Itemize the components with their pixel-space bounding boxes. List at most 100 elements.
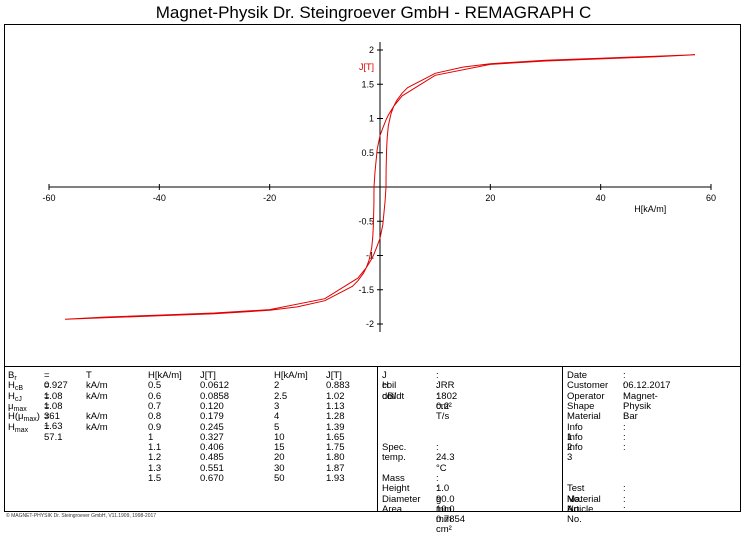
info-label: Info 3 bbox=[567, 442, 583, 464]
measurement-label: Mass bbox=[382, 473, 405, 484]
measurement-label: J coil bbox=[382, 370, 397, 392]
y-tick-label: 0.5 bbox=[361, 148, 374, 158]
table-cell-j: 1.65 bbox=[326, 431, 345, 443]
table-cell-j: 0.0612 bbox=[200, 380, 230, 392]
measurement-value: : 24.3 °C bbox=[436, 442, 455, 474]
table-cell-j: 0.551 bbox=[200, 462, 224, 474]
table-cell-h: 1.5 bbox=[148, 473, 162, 484]
info-label: Customer bbox=[567, 380, 609, 392]
table-cell-j: 0.245 bbox=[200, 421, 224, 433]
measurement-label: Spec. temp. bbox=[382, 442, 407, 464]
table-header-h: H[kA/m] bbox=[148, 370, 182, 381]
table-cell-h: 0.6 bbox=[148, 390, 162, 402]
measurement-label: Diameter bbox=[382, 493, 421, 505]
result-value: = 1.63 bbox=[44, 411, 63, 433]
measurement-value: : 0.2 T/s bbox=[436, 390, 450, 423]
info-label: Operator bbox=[567, 390, 605, 402]
info-value: : bbox=[623, 421, 626, 433]
table-cell-h: 30 bbox=[274, 462, 285, 474]
table-cell-j: 1.80 bbox=[326, 452, 345, 464]
info-value: : bbox=[623, 503, 626, 515]
y-tick-label: 2 bbox=[369, 45, 374, 55]
table-cell-j: 1.93 bbox=[326, 473, 345, 484]
result-symbol: μmax bbox=[8, 400, 27, 413]
info-label: Material bbox=[567, 411, 601, 423]
table-cell-h: 50 bbox=[274, 473, 285, 484]
info-label: Info 2 bbox=[567, 431, 583, 454]
table-cell-j: 0.179 bbox=[200, 411, 224, 423]
y-tick-label: 1 bbox=[369, 114, 374, 124]
info-value: : bbox=[623, 411, 626, 423]
table-cell-h: 1.3 bbox=[148, 462, 162, 474]
separator-info bbox=[562, 366, 563, 512]
x-tick-label: -40 bbox=[153, 193, 166, 203]
chart-frame: -60 -40 -20 20 40 60 2 1.5 1 0.5 -0.5 -1 -1.5 -2 H[kA/… bbox=[4, 24, 741, 512]
y-tick-label: -1.5 bbox=[358, 285, 374, 295]
table-cell-j: 1.02 bbox=[326, 390, 345, 402]
table-cell-j: 0.120 bbox=[200, 400, 224, 412]
info-value: : bbox=[623, 483, 626, 495]
result-value: = 57.1 bbox=[44, 421, 63, 443]
hysteresis-curve bbox=[64, 54, 696, 320]
table-header-j: J[T] bbox=[200, 370, 216, 381]
table-cell-j: 0.0858 bbox=[200, 390, 230, 402]
table-cell-h: 0.8 bbox=[148, 411, 162, 423]
table-cell-j: 1.13 bbox=[326, 400, 345, 412]
result-value: = 1.08 bbox=[44, 380, 63, 402]
x-tick-label: -20 bbox=[263, 193, 276, 203]
info-value: : Bar bbox=[623, 400, 638, 423]
x-tick-label: 60 bbox=[706, 193, 716, 203]
measurement-value: : 1802 cm² bbox=[436, 380, 458, 412]
measurement-label: Height bbox=[382, 483, 410, 495]
table-cell-h: 1.2 bbox=[148, 452, 162, 464]
x-axis-label: H[kA/m] bbox=[634, 204, 666, 214]
table-cell-h: 4 bbox=[274, 411, 280, 423]
measurement-label: Area bbox=[382, 503, 403, 515]
result-symbol: H(μmax) bbox=[8, 411, 40, 424]
y-tick-label: -0.5 bbox=[358, 216, 374, 226]
x-tick-label: 20 bbox=[485, 193, 495, 203]
table-cell-h: 10 bbox=[274, 431, 285, 443]
plot-area: -60 -40 -20 20 40 6021.510.5-0.5-1-1.5-2H[kA/… bbox=[42, 42, 716, 332]
measurement-label: H coil bbox=[382, 380, 397, 402]
table-header-j: J[T] bbox=[326, 370, 342, 381]
measurement-value: : JRR bbox=[436, 370, 455, 392]
x-tick-label: 40 bbox=[596, 193, 606, 203]
y-tick-label: -2 bbox=[366, 319, 374, 329]
table-cell-h: 2 bbox=[274, 380, 280, 392]
info-label: Date bbox=[567, 370, 588, 381]
table-cell-j: 0.670 bbox=[200, 473, 224, 484]
result-value: = 361 bbox=[44, 400, 60, 423]
table-cell-j: 1.75 bbox=[326, 442, 345, 454]
info-value: : bbox=[623, 431, 626, 443]
result-symbol: Br bbox=[8, 370, 17, 382]
table-cell-j: 0.327 bbox=[200, 431, 224, 443]
table-cell-j: 1.87 bbox=[326, 462, 345, 474]
copyright-footer: © MAGNET-PHYSIK Dr. Steingroever GmbH, V… bbox=[6, 513, 157, 519]
y-axis-label: J[T] bbox=[359, 62, 374, 72]
info-label: Article No. bbox=[567, 503, 594, 526]
table-cell-h: 15 bbox=[274, 442, 285, 454]
result-value: = 0.927 bbox=[44, 370, 68, 392]
info-label: Shape bbox=[567, 400, 595, 412]
measurement-label: dB/dt bbox=[382, 390, 405, 402]
separator-measurement bbox=[377, 366, 378, 512]
info-value: : Magnet-Physik bbox=[623, 380, 658, 412]
result-symbol: HcJ bbox=[8, 390, 22, 403]
table-header-h: H[kA/m] bbox=[274, 370, 308, 381]
table-cell-j: 1.28 bbox=[326, 411, 345, 423]
info-label: Test No. bbox=[567, 483, 585, 505]
result-unit: kA/m bbox=[86, 421, 108, 433]
table-cell-j: 0.406 bbox=[200, 442, 224, 454]
info-value: : bbox=[623, 390, 626, 402]
table-cell-h: 1.1 bbox=[148, 442, 162, 454]
table-cell-h: 0.5 bbox=[148, 380, 162, 392]
table-cell-h: 20 bbox=[274, 452, 285, 464]
table-cell-h: 0.9 bbox=[148, 421, 162, 433]
y-tick-label: 1.5 bbox=[361, 79, 374, 89]
x-tick-label: -60 bbox=[42, 193, 55, 203]
info-label: Info 1 bbox=[567, 421, 583, 443]
table-cell-j: 1.39 bbox=[326, 421, 345, 433]
measurement-value: : 90.0 mm bbox=[436, 483, 455, 515]
info-label: Material No. bbox=[567, 493, 601, 515]
